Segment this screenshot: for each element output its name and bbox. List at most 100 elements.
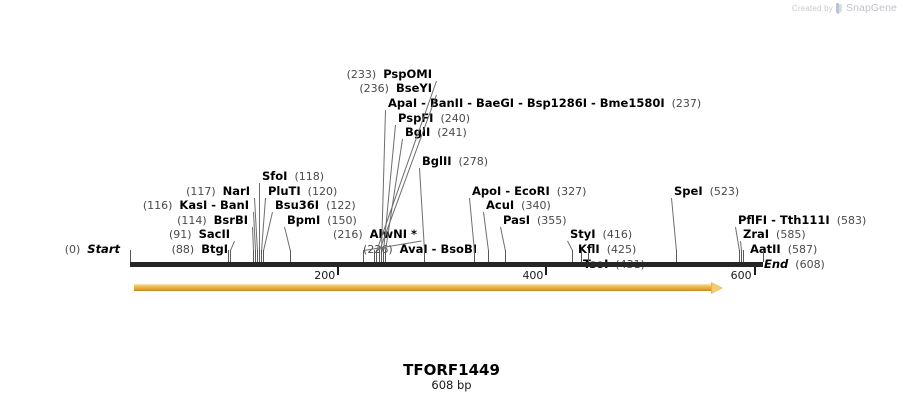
restriction-site-tick[interactable] (290, 250, 291, 262)
enzyme-name[interactable]: Tth111I (779, 212, 830, 227)
enzyme-name[interactable]: ApoI (472, 183, 502, 198)
enzyme-name[interactable]: BtgI (201, 242, 228, 256)
site-label-sfoi[interactable]: SfoI (118) (262, 169, 324, 184)
enzyme-name[interactable]: KflI (578, 242, 600, 256)
sequence-terminus-label[interactable]: Start (87, 242, 120, 256)
enzyme-name[interactable]: ApaI (388, 96, 418, 110)
restriction-site-tick[interactable] (474, 250, 475, 262)
restriction-site-tick[interactable] (572, 250, 573, 262)
enzyme-name[interactable]: PflFI (738, 212, 768, 227)
enzyme-name[interactable]: PasI (503, 212, 531, 227)
site-label-bsrbi[interactable]: (114) BsrBI (177, 212, 248, 227)
site-label-acui[interactable]: AcuI (340) (486, 198, 551, 213)
site-label-apai[interactable]: ApaI - BanII - BaeGI - Bsp1286I - Bme158… (388, 96, 702, 111)
restriction-site-tick[interactable] (676, 250, 677, 262)
enzyme-name[interactable]: SfoI (262, 169, 288, 183)
snapgene-watermark: Created by SnapGene (792, 2, 897, 14)
restriction-site-tick[interactable] (741, 250, 742, 262)
site-label-end[interactable]: End (608) (764, 256, 825, 271)
enzyme-name[interactable]: Bsu36I (275, 198, 320, 213)
site-label-pspomi[interactable]: (233) PspOMI (346, 66, 432, 81)
restriction-site-tick[interactable] (763, 250, 764, 262)
cut-position: (233) (346, 67, 384, 81)
site-label-bglii[interactable]: BglII (278) (422, 154, 488, 169)
enzyme-name[interactable]: BaeGI (476, 96, 515, 110)
watermark-created-by: Created by (791, 3, 833, 13)
enzyme-name[interactable]: BpmI (287, 212, 321, 227)
restriction-site-tick[interactable] (385, 250, 386, 262)
orf-arrow[interactable] (134, 282, 724, 294)
site-label-kasi[interactable]: (116) KasI - BanI (143, 198, 249, 213)
site-label-pflfi[interactable]: PflFI - Tth111I (583) (738, 212, 866, 227)
restriction-site-tick[interactable] (230, 250, 231, 262)
enzyme-name[interactable]: PluTI (268, 183, 301, 198)
restriction-site-tick[interactable] (505, 250, 506, 262)
restriction-site-tick[interactable] (743, 250, 744, 262)
site-label-pluti[interactable]: PluTI (120) (268, 183, 337, 198)
enzyme-name[interactable]: SacII (198, 227, 230, 242)
enzyme-name[interactable]: AvaI (399, 242, 428, 256)
enzyme-name[interactable]: StyI (570, 227, 596, 242)
enzyme-name[interactable]: AlwNI * (369, 227, 417, 242)
site-label-sacii[interactable]: (91) SacII (169, 227, 230, 242)
enzyme-name[interactable]: BanI (220, 198, 249, 213)
site-label-zrai[interactable]: ZraI (585) (743, 227, 806, 242)
enzyme-name[interactable]: Bme1580I (599, 96, 665, 110)
restriction-site-tick[interactable] (381, 250, 382, 262)
restriction-site-tick[interactable] (379, 250, 380, 262)
enzyme-name[interactable]: BseYI (395, 81, 432, 96)
site-label-alwni[interactable]: (216) AlwNI * (333, 227, 417, 242)
restriction-site-tick[interactable] (581, 250, 582, 262)
site-label-start[interactable]: (0) Start (65, 242, 120, 257)
cut-position: (240) (433, 111, 471, 125)
restriction-site-tick[interactable] (374, 250, 375, 262)
enzyme-name[interactable]: BanII (429, 96, 464, 110)
enzyme-name[interactable]: ZraI (743, 227, 770, 242)
restriction-site-tick[interactable] (257, 250, 258, 262)
restriction-site-tick[interactable] (739, 250, 740, 262)
cut-position: (416) (595, 228, 633, 242)
enzyme-name[interactable]: BsrBI (213, 212, 248, 227)
restriction-site-tick[interactable] (130, 250, 131, 262)
site-label-apoi[interactable]: ApoI - EcoRI (327) (472, 183, 586, 198)
site-label-spei[interactable]: SpeI (523) (674, 183, 739, 198)
site-label-bgli[interactable]: BglI (241) (405, 126, 467, 140)
restriction-site-tick[interactable] (488, 250, 489, 262)
enzyme-name[interactable]: BglII (422, 154, 452, 169)
site-label-bpmi[interactable]: BpmI (150) (287, 212, 357, 227)
restriction-site-tick[interactable] (383, 250, 384, 262)
restriction-site-tick[interactable] (263, 250, 264, 262)
enzyme-name[interactable]: EcoRI (514, 183, 550, 198)
enzyme-name[interactable]: PspOMI (383, 66, 432, 81)
enzyme-name[interactable]: BsoBI (440, 242, 477, 256)
site-label-bsu36i[interactable]: Bsu36I (122) (275, 198, 356, 213)
enzyme-name[interactable]: KasI (179, 198, 208, 213)
site-label-aatii[interactable]: AatII (587) (750, 242, 817, 257)
site-label-btgi[interactable]: (88) BtgI (172, 242, 228, 257)
enzyme-separator: - (586, 96, 600, 110)
site-label-pspfi[interactable]: PspFI (240) (398, 111, 471, 125)
cut-position: (237) (664, 97, 702, 110)
restriction-site-tick[interactable] (424, 250, 425, 262)
enzyme-name[interactable]: AatII (750, 242, 781, 256)
site-label-kfli[interactable]: KflI (425) (578, 242, 636, 257)
site-label-bseyi[interactable]: (236) BseYI (359, 81, 432, 96)
restriction-site-tick[interactable] (261, 250, 262, 262)
enzyme-name[interactable]: AcuI (486, 198, 515, 213)
leader-line (735, 226, 740, 252)
restriction-site-tick[interactable] (228, 250, 229, 262)
restriction-site-tick[interactable] (255, 250, 256, 262)
enzyme-name[interactable]: SpeI (674, 183, 703, 198)
enzyme-name[interactable]: NarI (222, 183, 250, 198)
restriction-site-tick[interactable] (253, 250, 254, 262)
site-label-styi[interactable]: StyI (416) (570, 227, 633, 242)
restriction-site-tick[interactable] (376, 250, 377, 262)
enzyme-name[interactable]: Bsp1286I (526, 96, 587, 110)
site-label-pasi[interactable]: PasI (355) (503, 212, 567, 227)
restriction-site-tick[interactable] (363, 250, 364, 262)
cut-position: (122) (319, 199, 356, 213)
sequence-terminus-label[interactable]: End (764, 256, 789, 271)
restriction-site-tick[interactable] (259, 250, 260, 262)
restriction-site-tick[interactable] (588, 250, 589, 262)
site-label-nari[interactable]: (117) NarI (186, 183, 250, 198)
